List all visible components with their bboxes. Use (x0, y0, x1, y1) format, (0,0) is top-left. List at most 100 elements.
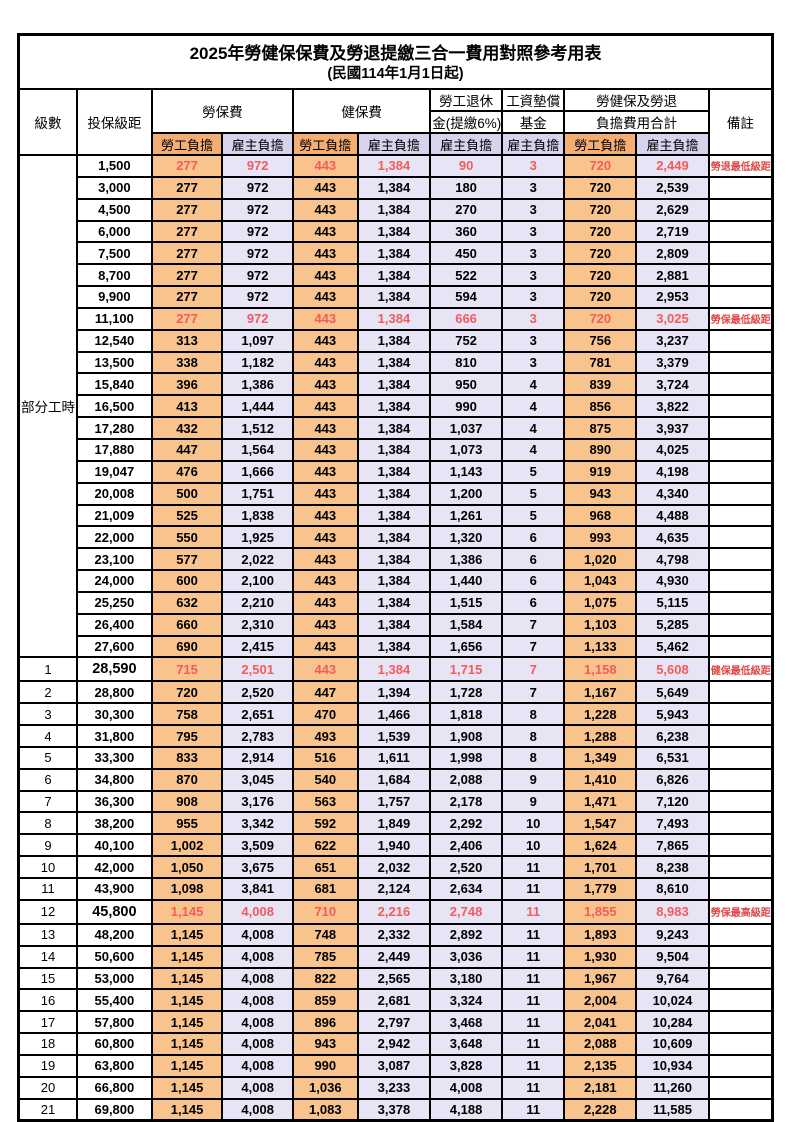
cell-total-employee: 993 (563, 525, 638, 550)
cell-salary: 7,500 (76, 241, 153, 266)
cell-health-employer: 2,216 (356, 898, 432, 925)
table-row: 17,280 432 1,512 443 1,384 1,037 4 875 3,937 (19, 416, 774, 440)
cell-health-employer: 2,797 (356, 1010, 432, 1035)
cell-total-employee: 1,701 (563, 855, 638, 879)
cell-remark (707, 1032, 774, 1056)
cell-labor-employer: 1,838 (221, 503, 294, 528)
cell-total-employee: 839 (563, 372, 638, 397)
cell-total-employer: 3,724 (635, 372, 710, 397)
cell-remark (707, 197, 774, 222)
cell-remark (707, 547, 774, 572)
table-row: 8,700 277 972 443 1,384 522 3 720 2,881 (19, 263, 774, 288)
cell-remark (707, 789, 774, 814)
cell-salary: 12,540 (76, 328, 153, 353)
cell-labor-employer: 1,751 (221, 481, 294, 506)
cell-salary: 16,500 (76, 394, 153, 419)
cell-labor-employee: 277 (150, 219, 224, 244)
cell-pension-employer: 666 (429, 306, 503, 331)
cell-health-employer: 1,384 (356, 328, 432, 353)
cell-wage-fund-employer: 6 (500, 569, 566, 593)
cell-labor-employer: 4,008 (221, 966, 294, 991)
cell-labor-employer: 3,841 (221, 877, 294, 901)
cell-remark (707, 855, 774, 879)
cell-wage-fund-employer: 5 (500, 459, 566, 484)
cell-health-employee: 443 (292, 394, 359, 419)
table-row: 9 40,100 1,002 3,509 622 1,940 2,406 10 1,624 7,8… (17, 833, 774, 858)
cell-labor-employer: 4,008 (221, 988, 294, 1013)
table-row: 11 43,900 1,098 3,841 681 2,124 2,634 11 1,779 8,… (17, 877, 774, 901)
header-pension-line2: 金(提繳6%) (429, 110, 503, 134)
cell-labor-employee: 277 (150, 197, 224, 222)
cell-health-employee: 443 (292, 634, 359, 659)
cell-health-employee: 785 (292, 944, 359, 969)
cell-pension-employer: 2,634 (429, 877, 503, 901)
cell-total-employee: 1,288 (563, 724, 638, 748)
subheader-pension-employer: 雇主負擔 (429, 132, 503, 156)
cell-labor-employee: 277 (150, 285, 224, 309)
cell-salary: 33,300 (76, 745, 153, 770)
cell-labor-employer: 972 (221, 263, 294, 288)
cell-remark (707, 724, 774, 748)
cell-pension-employer: 1,320 (429, 525, 503, 550)
cell-pension-employer: 4,188 (429, 1097, 503, 1122)
cell-total-employer: 4,488 (635, 503, 710, 528)
cell-labor-employee: 396 (150, 372, 224, 397)
table-title-block: 2025年勞健保保費及勞退提繳三合一費用對照參考用表 (民國114年1月1日起) (17, 33, 774, 90)
cell-total-employer: 10,934 (635, 1053, 710, 1078)
cell-total-employer: 10,024 (635, 988, 710, 1013)
header-remark: 備註 (707, 88, 774, 156)
cell-remark (707, 219, 774, 244)
cell-health-employer: 1,384 (356, 590, 432, 615)
cell-salary: 63,800 (76, 1053, 153, 1078)
cell-labor-employer: 1,512 (221, 416, 294, 440)
cell-salary: 43,900 (76, 877, 153, 901)
cell-health-employee: 563 (292, 789, 359, 814)
cell-salary: 57,800 (76, 1010, 153, 1035)
cell-health-employee: 822 (292, 966, 359, 991)
cell-health-employee: 443 (292, 656, 359, 683)
cell-labor-employee: 758 (150, 702, 224, 727)
cell-level: 21 (17, 1097, 79, 1122)
cell-total-employer: 7,120 (635, 789, 710, 814)
cell-total-employer: 3,025 (635, 306, 710, 331)
cell-labor-employee: 1,145 (150, 966, 224, 991)
cell-labor-employee: 277 (150, 263, 224, 288)
table-row: 18 60,800 1,145 4,008 943 2,942 3,648 11 2,088 10… (17, 1032, 774, 1056)
cell-health-employee: 896 (292, 1010, 359, 1035)
cell-health-employee: 943 (292, 1032, 359, 1056)
cell-remark (707, 525, 774, 550)
header-pension-line1: 勞工退休 (429, 88, 503, 112)
cell-wage-fund-employer: 11 (500, 988, 566, 1013)
cell-total-employee: 1,779 (563, 877, 638, 901)
cell-health-employee: 443 (292, 154, 359, 178)
cell-health-employee: 443 (292, 459, 359, 484)
cell-remark (707, 1010, 774, 1035)
cell-pension-employer: 752 (429, 328, 503, 353)
table-row: 22,000 550 1,925 443 1,384 1,320 6 993 4,635 (19, 525, 774, 550)
table-row: 19,047 476 1,666 443 1,384 1,143 5 919 4,198 (19, 459, 774, 484)
cell-total-employee: 1,167 (563, 680, 638, 705)
cell-health-employer: 1,757 (356, 789, 432, 814)
table-row: 24,000 600 2,100 443 1,384 1,440 6 1,043 4,930 (19, 569, 774, 593)
cell-salary: 40,100 (76, 833, 153, 858)
cell-level: 17 (17, 1010, 79, 1035)
cell-salary: 55,400 (76, 988, 153, 1013)
subheader-labor-employer: 雇主負擔 (221, 132, 294, 156)
cell-labor-employee: 1,145 (150, 1032, 224, 1056)
cell-labor-employee: 870 (150, 767, 224, 792)
cell-wage-fund-employer: 4 (500, 437, 566, 462)
table-row: 17,880 447 1,564 443 1,384 1,073 4 890 4,025 (19, 437, 774, 462)
cell-total-employee: 1,020 (563, 547, 638, 572)
cell-remark (707, 833, 774, 858)
cell-total-employer: 8,610 (635, 877, 710, 901)
cell-remark (707, 437, 774, 462)
cell-wage-fund-employer: 3 (500, 241, 566, 266)
cell-wage-fund-employer: 3 (500, 263, 566, 288)
cell-labor-employee: 447 (150, 437, 224, 462)
cell-level: 19 (17, 1053, 79, 1078)
cell-labor-employer: 4,008 (221, 1053, 294, 1078)
cell-total-employer: 6,238 (635, 724, 710, 748)
cell-health-employee: 859 (292, 988, 359, 1013)
page-subtitle: (民國114年1月1日起) (327, 65, 464, 82)
cell-labor-employee: 955 (150, 811, 224, 836)
